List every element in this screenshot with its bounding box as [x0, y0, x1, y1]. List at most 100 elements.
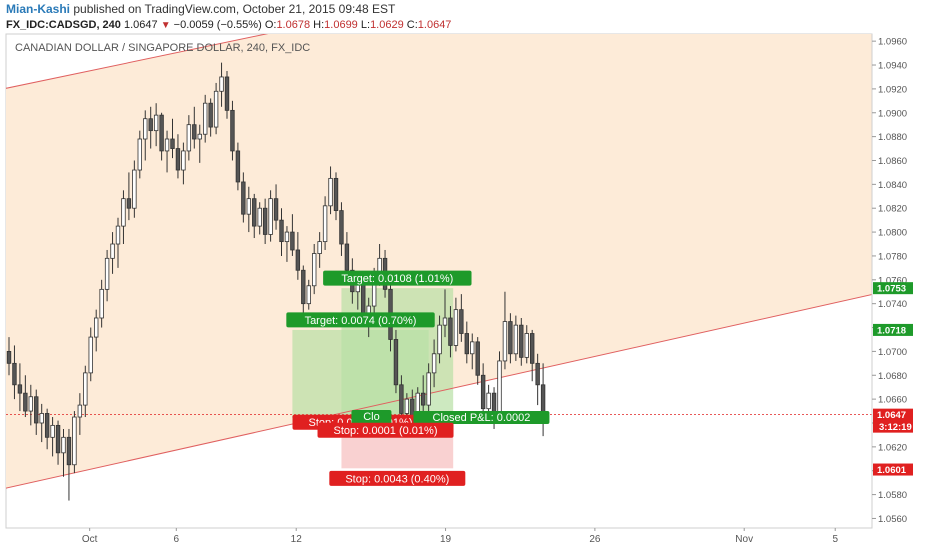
candle — [311, 253, 317, 287]
candle — [295, 249, 301, 271]
candle — [143, 118, 148, 140]
price-change: −0.0059 (−0.55%) — [173, 19, 262, 31]
price-tick-label: 1.0880 — [878, 132, 907, 143]
candle — [115, 225, 121, 245]
price-tick-label: 1.0560 — [878, 514, 907, 525]
candle — [268, 198, 273, 235]
price-tick-label: 1.0960 — [878, 37, 907, 48]
candle — [50, 424, 55, 438]
price-tag-bg — [873, 323, 913, 336]
price-tag-bg — [873, 282, 913, 295]
low-value: 1.0629 — [370, 19, 404, 31]
candle — [262, 207, 268, 235]
candle — [464, 333, 469, 355]
price-tick-label: 1.0920 — [878, 84, 907, 95]
time-tick-label: 19 — [440, 534, 452, 545]
candle — [246, 198, 251, 215]
candle — [181, 150, 186, 171]
price-tick-label: 1.0840 — [878, 180, 907, 191]
price-tag-bg — [873, 463, 913, 476]
price-axis[interactable]: 1.0960 1.0940 1.0920 1.0900 1.0880 1.0860 1.08… — [871, 34, 907, 528]
candle — [513, 324, 519, 355]
price-tick-label: 1.0580 — [878, 490, 907, 501]
candle — [44, 413, 50, 438]
candle — [213, 90, 219, 128]
closed-pl-badge: Closed P&L: 0.0002 — [413, 411, 550, 425]
candle — [104, 257, 110, 290]
stop-label-1-bg — [329, 470, 466, 486]
candle — [99, 288, 104, 319]
candle — [480, 374, 486, 410]
candle — [273, 198, 279, 221]
candle — [230, 109, 235, 152]
candle — [519, 324, 524, 358]
candle — [12, 362, 17, 386]
candle — [219, 76, 224, 92]
candle — [317, 241, 322, 254]
candle — [208, 102, 213, 128]
candle — [426, 372, 431, 406]
candle — [94, 317, 99, 338]
stop-label-1: Stop: 0.0043 (0.40%) — [329, 470, 466, 486]
author-link[interactable]: Mian-Kashi — [6, 2, 71, 16]
closed-info-text-1: Clo — [363, 411, 380, 423]
open-value: 1.0678 — [276, 19, 311, 31]
symbol-label[interactable]: FX_IDC:CADSGD, 240 — [6, 19, 121, 31]
candle — [540, 384, 546, 416]
candle — [279, 219, 284, 243]
time-tick-label: 26 — [589, 534, 601, 545]
candle — [252, 198, 257, 227]
candle — [66, 436, 72, 466]
stop-label-1-text: Stop: 0.0043 (0.40%) — [345, 473, 449, 485]
stop-label-2b: Stop: 0.0001 (0.01%) — [317, 422, 454, 438]
candle — [6, 351, 12, 364]
candle — [202, 102, 208, 135]
candle — [420, 392, 426, 406]
time-axis[interactable]: Oct 6 12 19 26 Nov 5 — [6, 527, 872, 545]
price-tag-text: 1.0753 — [877, 284, 906, 295]
candle — [361, 281, 366, 317]
plot-area[interactable]: Target: 0.0108 (1.01%) Stop: 0.0043 (0.40… — [0, 0, 883, 501]
stop-label-2b-bg — [317, 422, 454, 438]
candle — [241, 181, 246, 215]
price-tag-target: 1.0718 — [873, 323, 913, 336]
candle — [399, 384, 404, 414]
price-tick-label: 1.0900 — [878, 108, 907, 119]
candle — [393, 339, 399, 386]
ohlc-bar: FX_IDC:CADSGD, 240 1.0647 ▼ −0.0059 (−0.… — [6, 17, 451, 34]
candle — [126, 198, 132, 209]
target-label-2: Target: 0.0074 (0.70%) — [286, 312, 435, 328]
candle — [28, 396, 33, 412]
candle — [322, 205, 328, 243]
candle — [284, 231, 290, 243]
candle — [453, 309, 459, 346]
candle — [301, 269, 306, 305]
candle — [442, 317, 448, 326]
candle — [344, 243, 350, 271]
price-tick-label: 1.0860 — [878, 156, 907, 167]
time-tick-label: 12 — [291, 534, 303, 545]
candle — [34, 396, 39, 424]
target-label-1-bg — [323, 270, 472, 286]
candle — [186, 124, 192, 152]
candle — [170, 138, 175, 149]
candle — [486, 392, 491, 410]
candle — [175, 148, 181, 171]
close-label: C: — [406, 19, 418, 31]
candle — [502, 321, 508, 362]
price-tag-text: 1.0718 — [877, 325, 906, 336]
target-label-1: Target: 0.0108 (1.01%) — [323, 270, 472, 286]
candle — [148, 118, 153, 132]
candle — [88, 336, 93, 374]
publish-text: published on TradingView.com, October 21… — [73, 2, 396, 16]
price-tick-label: 1.0940 — [878, 61, 907, 72]
last-price: 1.0647 — [123, 19, 158, 31]
countdown-text: 3:12:19 — [879, 422, 912, 433]
price-tick-label: 1.0700 — [878, 347, 907, 358]
channel-upper-line — [6, 34, 269, 89]
candle — [497, 360, 502, 418]
candle — [306, 285, 311, 305]
price-tick-label: 1.0780 — [878, 251, 907, 262]
close-value: 1.0647 — [417, 19, 452, 31]
